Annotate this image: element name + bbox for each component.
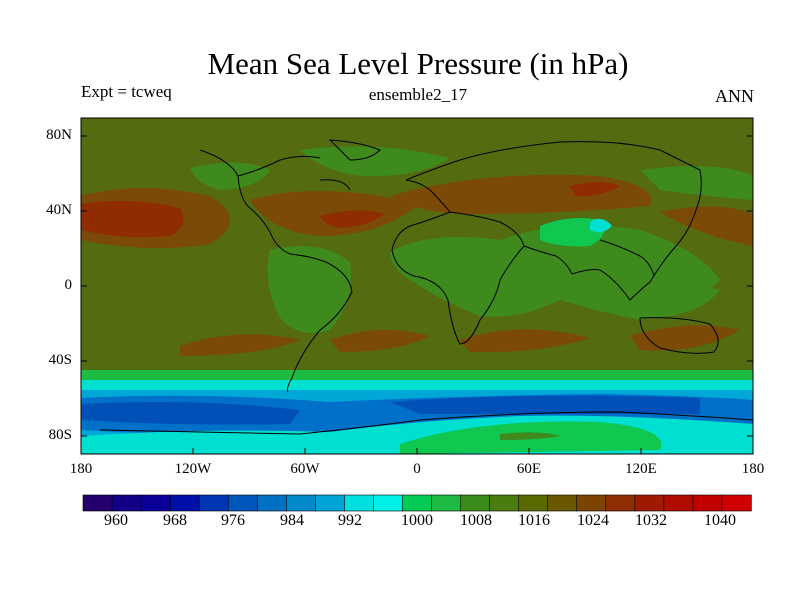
colorbar-swatch xyxy=(692,494,723,512)
lat-label-80n: 80N xyxy=(46,127,72,143)
colorbar-swatch xyxy=(111,494,142,512)
colorbar-label-1008: 1008 xyxy=(460,512,492,529)
colorbar-swatch xyxy=(315,494,346,512)
colorbar-swatch xyxy=(634,494,665,512)
lat-label-40n: 40N xyxy=(46,202,72,218)
indian-ocean-high xyxy=(460,329,590,353)
band-976-east xyxy=(390,395,700,414)
colorbar-label-1040: 1040 xyxy=(704,512,736,529)
colorbar-label-1024: 1024 xyxy=(577,512,609,529)
himalaya-low xyxy=(540,218,605,247)
ensemble-label: ensemble2_17 xyxy=(368,85,468,104)
colorbar-swatch xyxy=(169,494,200,512)
lon-label-180w: 180 xyxy=(69,461,93,477)
pacific-high-core xyxy=(81,200,184,238)
lon-label-120e: 120E xyxy=(625,461,657,477)
colorbar-label-1016: 1016 xyxy=(518,512,550,529)
experiment-label: Expt = tcweq xyxy=(81,82,172,101)
colorbar-swatch xyxy=(518,494,549,512)
coastlines xyxy=(99,139,753,435)
colorbar-swatch xyxy=(344,494,375,512)
lon-label-120w: 120W xyxy=(174,461,212,477)
colorbar-swatch xyxy=(256,494,288,512)
lat-label-40s: 40S xyxy=(48,352,72,368)
map-fields xyxy=(81,118,753,454)
south-pacific-high xyxy=(180,334,300,356)
colorbar-swatch xyxy=(489,494,520,512)
colorbar-swatch xyxy=(431,494,462,512)
colorbar-swatch xyxy=(82,494,113,512)
axis-ticks xyxy=(81,135,753,454)
lon-label-180e: 180 xyxy=(741,461,765,477)
colorbar-swatch xyxy=(402,494,433,512)
arctic-low xyxy=(300,146,450,177)
colorbar-label-968: 968 xyxy=(163,512,187,529)
lat-label-0: 0 xyxy=(64,277,73,293)
season-label: ANN xyxy=(715,86,754,106)
band-976 xyxy=(81,402,300,425)
lon-label-0: 0 xyxy=(413,461,421,477)
maritime-low xyxy=(610,276,720,318)
colorbar-swatch xyxy=(198,494,229,512)
colorbar-swatch xyxy=(547,494,578,512)
colorbar-swatch xyxy=(605,494,636,512)
colorbar-label-992: 992 xyxy=(338,512,362,529)
chart-title: Mean Sea Level Pressure (in hPa) xyxy=(207,46,629,81)
colorbar-swatch xyxy=(576,494,607,512)
colorbar-label-976: 976 xyxy=(221,512,245,529)
tibet-low xyxy=(590,218,612,233)
australia-high xyxy=(630,325,740,351)
colorbar-label-984: 984 xyxy=(280,512,304,529)
south-atlantic-high xyxy=(330,329,430,352)
antarctica-high-core xyxy=(500,432,560,440)
colorbar-label-1000: 1000 xyxy=(401,512,433,529)
colorbar-label-1032: 1032 xyxy=(635,512,667,529)
colorbar-swatch xyxy=(285,494,317,512)
colorbar-swatch xyxy=(460,494,491,512)
lon-label-60w: 60W xyxy=(290,461,320,477)
colorbar-swatch xyxy=(227,494,258,512)
atlantic-high-core xyxy=(320,210,384,228)
colorbar-swatch xyxy=(663,494,694,512)
lat-label-80s: 80S xyxy=(48,427,72,443)
aleutian-low xyxy=(640,166,753,200)
lon-label-60e: 60E xyxy=(516,461,542,477)
north-america-low xyxy=(190,162,270,190)
east-pacific-high xyxy=(660,206,753,246)
south-america-low xyxy=(267,246,352,334)
siberian-high-core xyxy=(570,182,620,197)
colorbar-label-960: 960 xyxy=(104,512,128,529)
colorbar-swatch xyxy=(721,494,752,512)
colorbar-swatch xyxy=(140,494,171,512)
colorbar-swatch xyxy=(373,494,404,512)
